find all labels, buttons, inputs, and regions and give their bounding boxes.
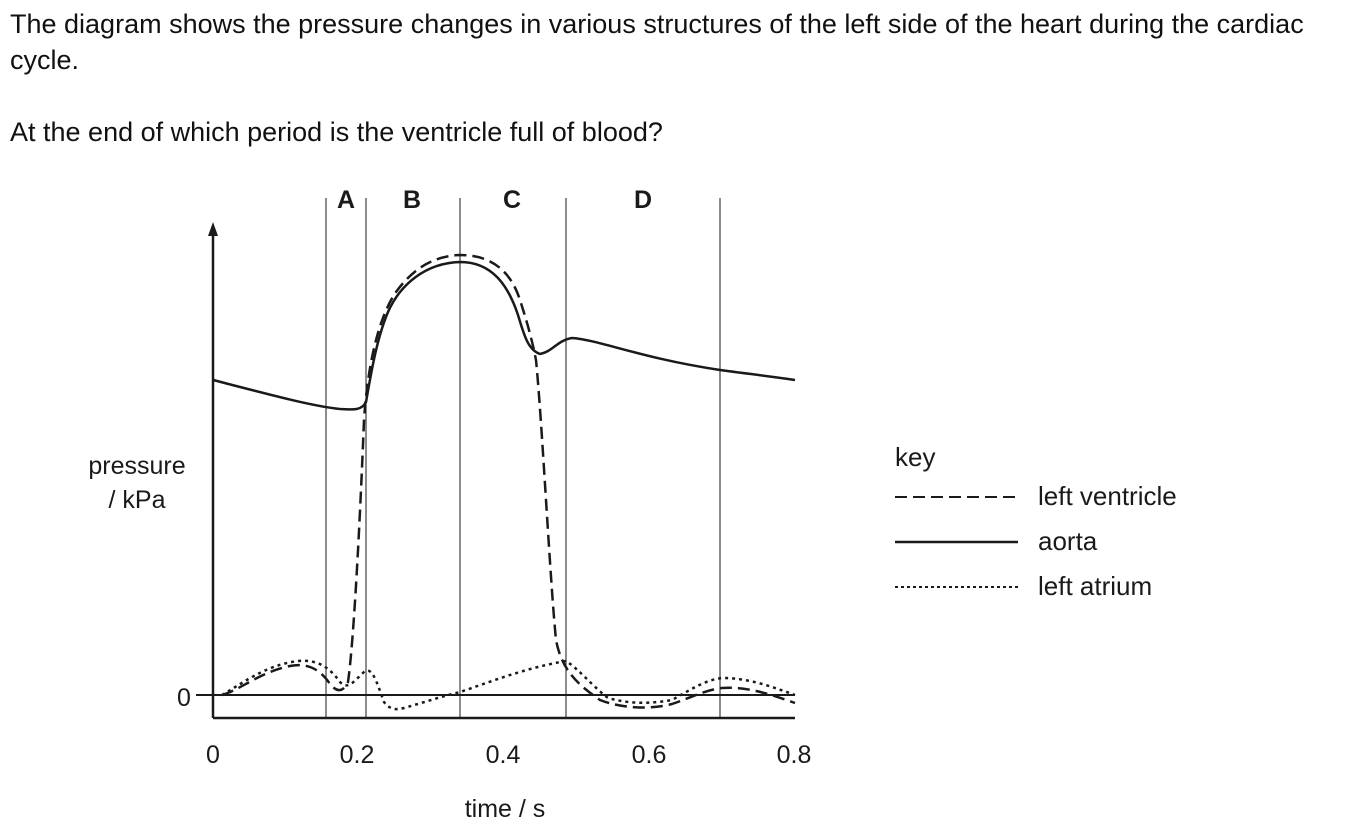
question-stem: The diagram shows the pressure changes i… (10, 9, 1304, 75)
period-label-d: D (634, 186, 652, 214)
question-text: The diagram shows the pressure changes i… (10, 6, 1355, 150)
aorta-pressure-curve (212, 260, 796, 411)
x-tick-label-0.8: 0.8 (777, 741, 812, 769)
left-ventricle-pressure-curve (221, 253, 796, 709)
y-axis-label-line1: pressure (88, 452, 185, 480)
key-title: key (895, 442, 935, 472)
period-label-c: C (503, 186, 521, 214)
x-axis-label: time / s (465, 795, 546, 823)
y-axis-label-line2: / kPa (109, 486, 166, 514)
key-left-ventricle-label: left ventricle (1038, 481, 1177, 511)
question-prompt: At the end of which period is the ventri… (10, 117, 663, 147)
x-tick-label-0: 0 (206, 741, 220, 769)
period-label-a: A (337, 186, 355, 214)
x-tick-label-0.4: 0.4 (486, 741, 521, 769)
y-zero-label: 0 (177, 684, 191, 712)
x-tick-label-0.2: 0.2 (340, 741, 375, 769)
key-aorta-label: aorta (1038, 526, 1098, 556)
period-label-b: B (403, 186, 421, 214)
key-left-atrium-label: left atrium (1038, 571, 1152, 601)
x-tick-label-0.6: 0.6 (632, 741, 667, 769)
left-atrium-pressure-curve (221, 659, 796, 711)
